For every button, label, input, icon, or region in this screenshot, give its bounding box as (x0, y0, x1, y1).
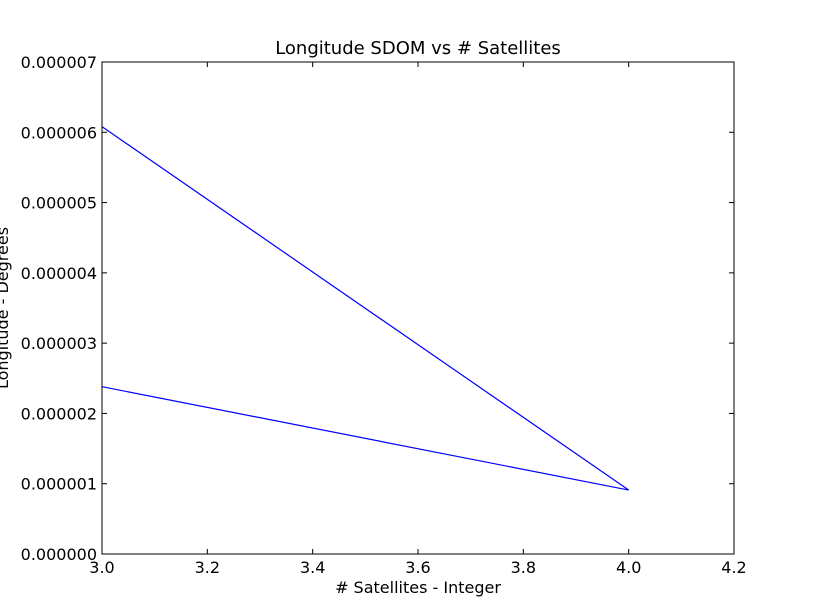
chart-title: Longitude SDOM vs # Satellites (275, 38, 561, 59)
x-tick-label: 3.4 (300, 558, 325, 577)
x-tick-label: 3.6 (405, 558, 430, 577)
x-tick-label: 3.8 (511, 558, 536, 577)
y-tick-label: 0.000001 (21, 475, 97, 494)
y-tick-label: 0.000002 (21, 404, 97, 423)
x-tick-label: 3.0 (89, 558, 114, 577)
x-tick-label: 3.2 (195, 558, 220, 577)
x-tick-label: 4.0 (616, 558, 641, 577)
plot-area (101, 126, 630, 491)
y-tick-label: 0.000000 (21, 545, 97, 564)
series-line-0 (101, 126, 630, 491)
x-axis: 3.0 3.2 3.4 3.6 3.8 4.0 4.2 (89, 62, 747, 577)
y-tick-label: 0.000005 (21, 194, 97, 213)
y-tick-label: 0.000003 (21, 334, 97, 353)
y-tick-label: 0.000004 (21, 264, 97, 283)
y-axis-label: Longitude - Degrees (0, 227, 12, 389)
y-tick-label: 0.000007 (21, 53, 97, 72)
plot-frame (101, 61, 735, 555)
y-tick-label: 0.000006 (21, 123, 97, 142)
x-tick-label: 4.2 (721, 558, 746, 577)
x-axis-label: # Satellites - Integer (335, 578, 501, 597)
y-axis: 0.000000 0.000001 0.000002 0.000003 0.000004… (21, 53, 734, 564)
